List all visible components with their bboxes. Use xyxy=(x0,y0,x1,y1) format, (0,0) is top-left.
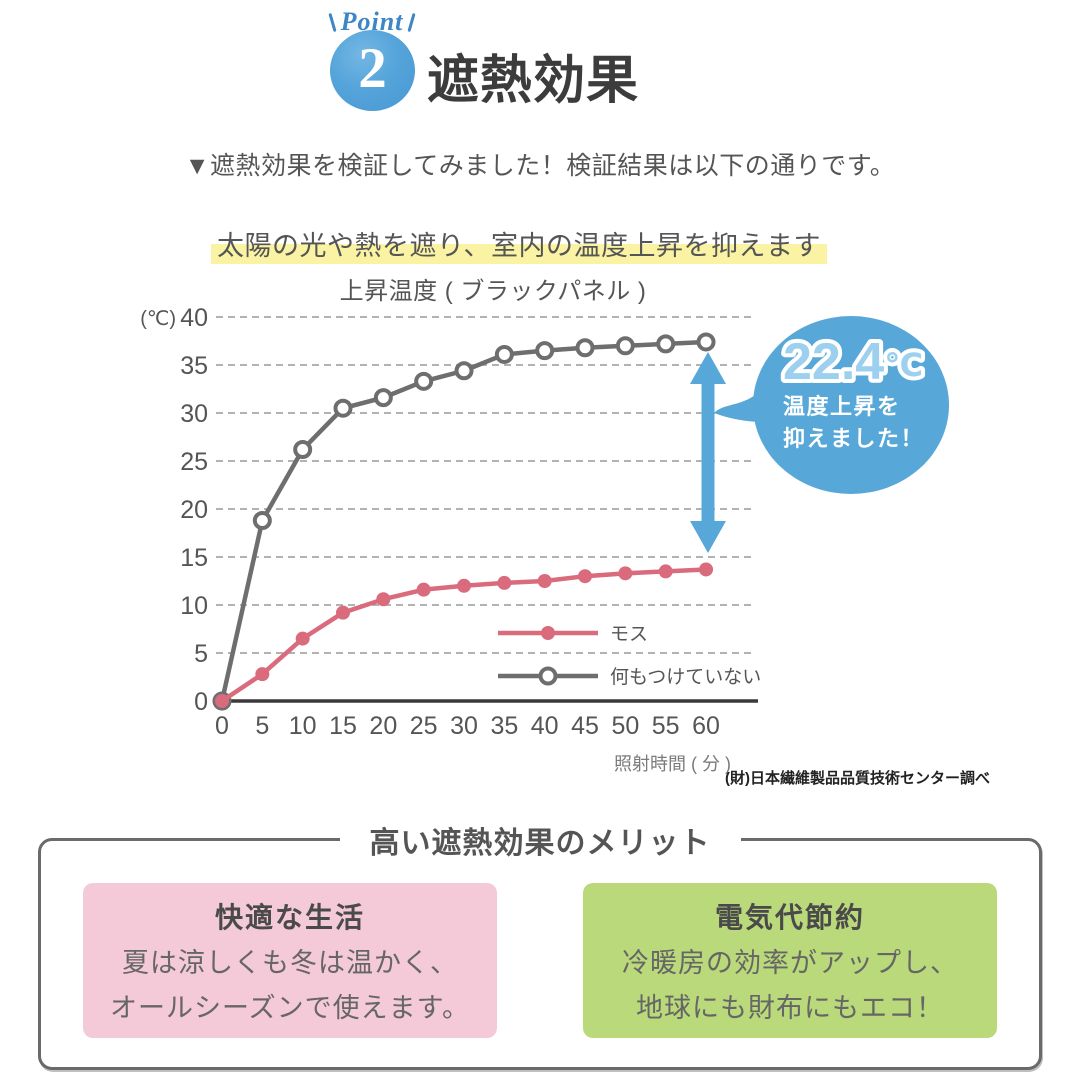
svg-text:45: 45 xyxy=(571,712,599,740)
data-point xyxy=(494,344,514,364)
data-point xyxy=(252,511,272,531)
callout-value: 22.4℃ xyxy=(779,329,927,391)
merit-card-line: オールシーズンで使えます。 xyxy=(110,993,470,1023)
svg-text:40: 40 xyxy=(180,304,208,332)
data-point xyxy=(215,694,229,708)
data-point xyxy=(293,439,313,459)
data-point xyxy=(454,361,474,381)
point-bracket-right-icon xyxy=(407,12,416,32)
svg-text:50: 50 xyxy=(611,712,639,740)
data-point xyxy=(255,667,270,682)
data-point xyxy=(575,338,595,358)
data-point xyxy=(457,578,472,593)
point-bracket-left-icon xyxy=(328,12,337,32)
svg-text:55: 55 xyxy=(652,712,680,740)
callout-value-number: 22.4 xyxy=(783,333,884,391)
highlighted-statement: 太陽の光や熱を遮り、室内の温度上昇を抑えます xyxy=(0,224,1038,264)
data-point xyxy=(336,605,351,620)
merit-card-savings: 電気代節約 冷暖房の効率がアップし、 地球にも財布にもエコ！ xyxy=(583,883,997,1038)
merits-heading-text: 高い遮熱効果のメリット xyxy=(339,827,741,860)
y-axis-unit: (℃) xyxy=(140,308,176,330)
difference-arrow xyxy=(690,352,726,553)
svg-text:22.4℃: 22.4℃ xyxy=(783,333,923,391)
data-point xyxy=(699,562,714,577)
svg-text:10: 10 xyxy=(289,712,317,740)
data-point xyxy=(416,582,431,597)
highlighted-statement-text: 太陽の光や熱を遮り、室内の温度上昇を抑えます xyxy=(211,231,827,264)
svg-text:15: 15 xyxy=(180,544,208,572)
merit-card-line: 冷暖房の効率がアップし、 xyxy=(622,948,958,978)
data-point xyxy=(414,371,434,391)
x-axis-label: 照射時間 ( 分 ) xyxy=(614,754,731,774)
x-tick-labels: 0 5 10 15 20 25 30 35 40 45 50 55 60 xyxy=(215,712,720,740)
callout-tail xyxy=(714,393,758,422)
merit-card-line: 地球にも財布にもエコ！ xyxy=(636,993,944,1023)
source-credit: (財)日本繊維製品品質技術センター調べ xyxy=(725,770,990,787)
legend-label: 何もつけていない xyxy=(610,666,761,688)
merit-card-line: 夏は涼しくも冬は温かく、 xyxy=(122,948,458,978)
svg-text:10: 10 xyxy=(180,592,208,620)
data-point xyxy=(376,592,391,607)
svg-text:5: 5 xyxy=(255,712,269,740)
data-point xyxy=(535,341,555,361)
data-point xyxy=(295,631,310,646)
callout-value-unit: ℃ xyxy=(884,347,923,383)
svg-text:25: 25 xyxy=(180,448,208,476)
data-point xyxy=(615,336,635,356)
svg-text:30: 30 xyxy=(180,400,208,428)
merit-card-title: 快適な生活 xyxy=(214,902,365,933)
callout-line2: 抑えました！ xyxy=(783,426,925,451)
merit-card-title: 電気代節約 xyxy=(714,902,865,933)
chart-title: 上昇温度 ( ブラックパネル ) xyxy=(339,278,647,305)
merits-heading: 高い遮熱効果のメリット xyxy=(0,818,1080,862)
svg-text:30: 30 xyxy=(450,712,478,740)
chart-series xyxy=(212,332,716,711)
svg-text:25: 25 xyxy=(410,712,438,740)
svg-text:5: 5 xyxy=(194,640,208,668)
svg-text:35: 35 xyxy=(490,712,518,740)
svg-text:60: 60 xyxy=(692,712,720,740)
point-number: 2 xyxy=(358,36,387,100)
svg-text:40: 40 xyxy=(531,712,559,740)
svg-text:35: 35 xyxy=(180,352,208,380)
data-point xyxy=(618,566,633,581)
point-badge-circle: 2 xyxy=(330,30,415,111)
data-point xyxy=(656,334,676,354)
data-point xyxy=(537,574,552,588)
data-point xyxy=(658,564,673,579)
data-point xyxy=(497,575,512,590)
svg-text:0: 0 xyxy=(194,688,208,716)
page-title: 遮熱効果 xyxy=(427,52,640,110)
callout-bubble: 22.4℃ 温度上昇を 抑えました！ xyxy=(753,316,949,494)
callout-line1: 温度上昇を xyxy=(783,394,901,419)
data-point xyxy=(696,332,716,352)
data-point xyxy=(373,388,393,408)
svg-text:15: 15 xyxy=(329,712,357,740)
svg-text:20: 20 xyxy=(369,712,397,740)
intro-text: ▼遮熱効果を検証してみました！検証結果は以下の通りです。 xyxy=(184,152,896,180)
svg-text:0: 0 xyxy=(215,712,229,740)
y-tick-labels: 0 5 10 15 20 25 30 35 40(℃) xyxy=(140,304,208,716)
chart-grid xyxy=(216,316,756,654)
legend-label: モス xyxy=(610,624,648,645)
merit-card-comfort: 快適な生活 夏は涼しくも冬は温かく、 オールシーズンで使えます。 xyxy=(83,883,497,1038)
svg-text:20: 20 xyxy=(180,496,208,524)
data-point xyxy=(333,398,353,418)
data-point xyxy=(578,569,593,584)
